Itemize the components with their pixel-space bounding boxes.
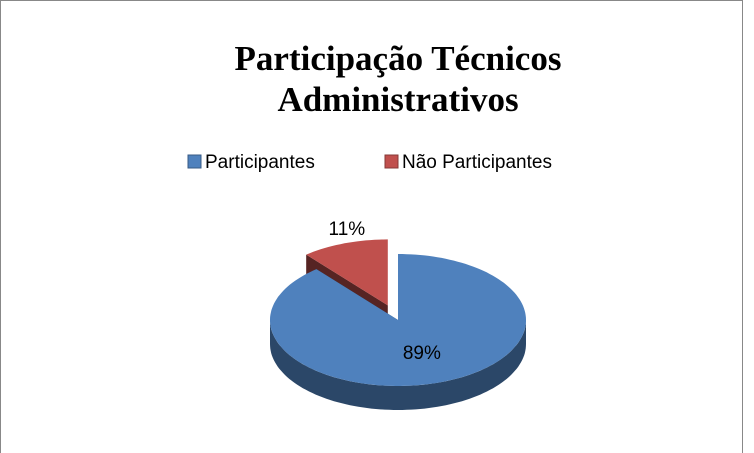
legend-swatch (187, 154, 202, 169)
data-label: 89% (403, 343, 441, 364)
data-label: 11% (329, 219, 366, 240)
slice (306, 239, 388, 306)
legend-swatch (384, 154, 399, 169)
chart-title: Participação Técnicos Administrativos (234, 39, 562, 119)
legend-label: Não Participantes (402, 152, 552, 173)
slice-side (270, 320, 526, 410)
legend-label: Participantes (205, 152, 315, 173)
slice (270, 254, 526, 386)
